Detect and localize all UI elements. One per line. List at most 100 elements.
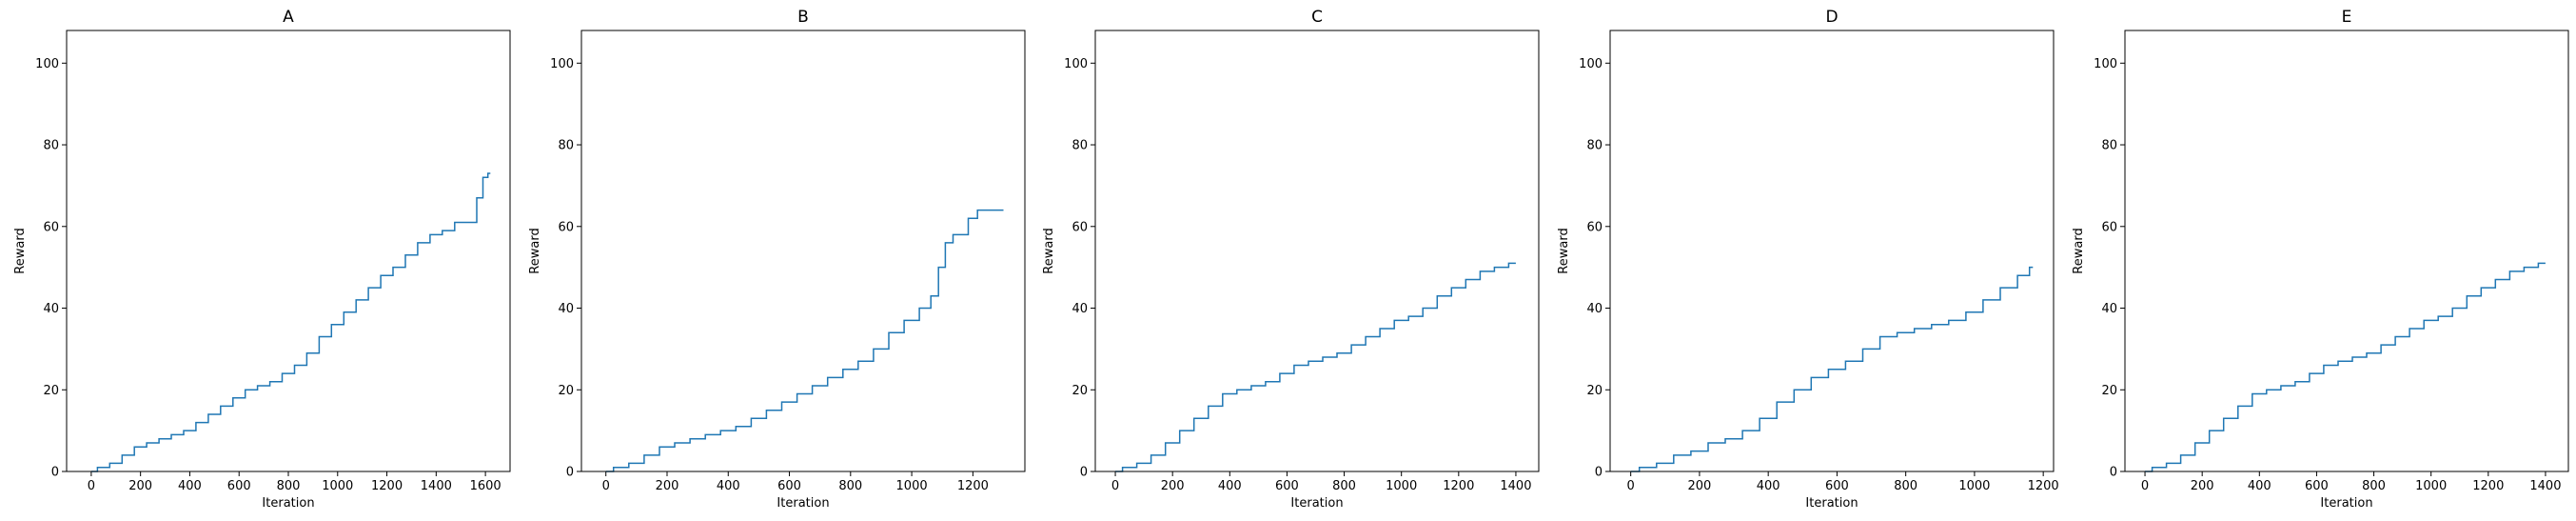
series-line: [1115, 262, 1516, 472]
x-tick-label: 600: [2305, 479, 2329, 493]
x-tick-label: 1000: [1386, 479, 1417, 493]
y-tick-label: 80: [1586, 139, 1603, 153]
x-tick-label: 800: [277, 479, 301, 493]
y-tick-label: 80: [2101, 139, 2117, 153]
y-tick-label: 40: [1586, 302, 1603, 316]
x-tick-label: 200: [128, 479, 152, 493]
x-axis-label: Iteration: [262, 496, 314, 511]
chart-panel-b: B 0 200 400 600 800 1000 1200 0 20 40 60 80 100 Iterat…: [528, 8, 1026, 511]
series-line: [90, 172, 491, 472]
x-tick-label: 200: [2191, 479, 2214, 493]
chart-title: D: [1825, 8, 1838, 27]
y-tick-label: 100: [2094, 57, 2117, 71]
y-tick-label: 20: [1586, 384, 1603, 398]
x-tick-label: 800: [838, 479, 862, 493]
y-tick-label: 80: [558, 139, 574, 153]
x-tick-label: 1000: [896, 479, 928, 493]
chart-panel-d: D 0 200 400 600 800 1000 1200 0 20 40 60 80 100 Iterat…: [1557, 8, 2059, 511]
y-tick-label: 20: [43, 384, 59, 398]
y-tick-label: 60: [43, 220, 59, 234]
y-tick-label: 20: [2101, 384, 2117, 398]
series-line: [2145, 262, 2546, 472]
y-tick-label: 40: [2101, 302, 2117, 316]
y-tick-label: 40: [1072, 302, 1088, 316]
x-tick-label: 400: [2248, 479, 2271, 493]
y-tick-label: 0: [2110, 466, 2117, 480]
y-tick-label: 100: [35, 57, 59, 71]
x-axis-label: Iteration: [1805, 496, 1858, 511]
x-tick-label: 1000: [322, 479, 353, 493]
y-axis-label: Reward: [2072, 228, 2086, 273]
x-tick-label: 200: [656, 479, 679, 493]
x-tick-label: 0: [2141, 479, 2149, 493]
x-tick-label: 400: [178, 479, 202, 493]
y-tick-label: 20: [1072, 384, 1088, 398]
x-tick-label: 1200: [371, 479, 403, 493]
y-tick-label: 60: [2101, 220, 2117, 234]
x-tick-label: 800: [2362, 479, 2386, 493]
plot-frame: [2124, 30, 2569, 472]
chart-panel-c: C 0 200 400 600 800 1000 1200 1400 0 20 40 60 80 100 It…: [1042, 8, 1540, 511]
x-tick-label: 1000: [2415, 479, 2447, 493]
y-tick-label: 40: [43, 302, 59, 316]
x-axis-label: Iteration: [777, 496, 829, 511]
x-tick-label: 200: [1688, 479, 1712, 493]
x-tick-label: 200: [1161, 479, 1185, 493]
y-tick-label: 0: [51, 466, 59, 480]
chart-title: A: [283, 8, 294, 27]
chart-title: E: [2342, 8, 2352, 27]
x-tick-label: 1400: [421, 479, 452, 493]
chart-title: C: [1311, 8, 1323, 27]
chart-title: B: [797, 8, 809, 27]
x-tick-label: 1000: [1958, 479, 1990, 493]
x-tick-label: 1200: [2472, 479, 2504, 493]
chart-panel-e: E 0 200 400 600 800 1000 1200 1400 0 20 40 60 80 100 It…: [2072, 8, 2569, 511]
y-tick-label: 80: [43, 139, 59, 153]
series-line: [605, 209, 1004, 472]
x-tick-label: 400: [1218, 479, 1242, 493]
x-tick-label: 600: [227, 479, 251, 493]
y-tick-label: 40: [558, 302, 574, 316]
y-tick-label: 100: [550, 57, 574, 71]
series-line: [1630, 266, 2034, 472]
y-tick-label: 0: [1080, 466, 1088, 480]
plot-frame: [1609, 30, 2055, 472]
x-tick-label: 400: [1757, 479, 1780, 493]
x-tick-label: 600: [1825, 479, 1849, 493]
x-tick-label: 800: [1894, 479, 1917, 493]
x-tick-label: 600: [777, 479, 801, 493]
x-tick-label: 600: [1275, 479, 1299, 493]
x-tick-label: 0: [88, 479, 95, 493]
y-axis-label: Reward: [1557, 228, 1571, 273]
y-tick-label: 100: [1579, 57, 1603, 71]
x-tick-label: 1200: [2028, 479, 2059, 493]
x-tick-label: 1400: [1500, 479, 1531, 493]
y-axis-label: Reward: [13, 228, 28, 273]
y-axis-label: Reward: [1042, 228, 1056, 273]
chart-panel-a: A 0 200 400 600 800 1000 1200 1400 1600 0 20 40 60 80 1…: [13, 8, 511, 511]
x-tick-label: 400: [717, 479, 740, 493]
y-tick-label: 60: [558, 220, 574, 234]
x-tick-label: 1200: [1443, 479, 1474, 493]
x-tick-label: 0: [1111, 479, 1119, 493]
plot-frame: [580, 30, 1026, 472]
x-tick-label: 1400: [2529, 479, 2561, 493]
y-tick-label: 60: [1586, 220, 1603, 234]
y-tick-label: 0: [1595, 466, 1603, 480]
plot-frame: [66, 30, 511, 472]
y-tick-label: 0: [566, 466, 574, 480]
x-axis-label: Iteration: [1290, 496, 1343, 511]
y-axis-label: Reward: [528, 228, 542, 273]
plot-frame: [1094, 30, 1540, 472]
x-tick-label: 0: [602, 479, 610, 493]
x-tick-label: 1200: [957, 479, 989, 493]
x-tick-label: 0: [1627, 479, 1635, 493]
y-tick-label: 100: [1064, 57, 1088, 71]
y-tick-label: 60: [1072, 220, 1088, 234]
y-tick-label: 80: [1072, 139, 1088, 153]
x-tick-label: 800: [1332, 479, 1356, 493]
x-tick-label: 1600: [470, 479, 501, 493]
y-tick-label: 20: [558, 384, 574, 398]
x-axis-label: Iteration: [2320, 496, 2372, 511]
